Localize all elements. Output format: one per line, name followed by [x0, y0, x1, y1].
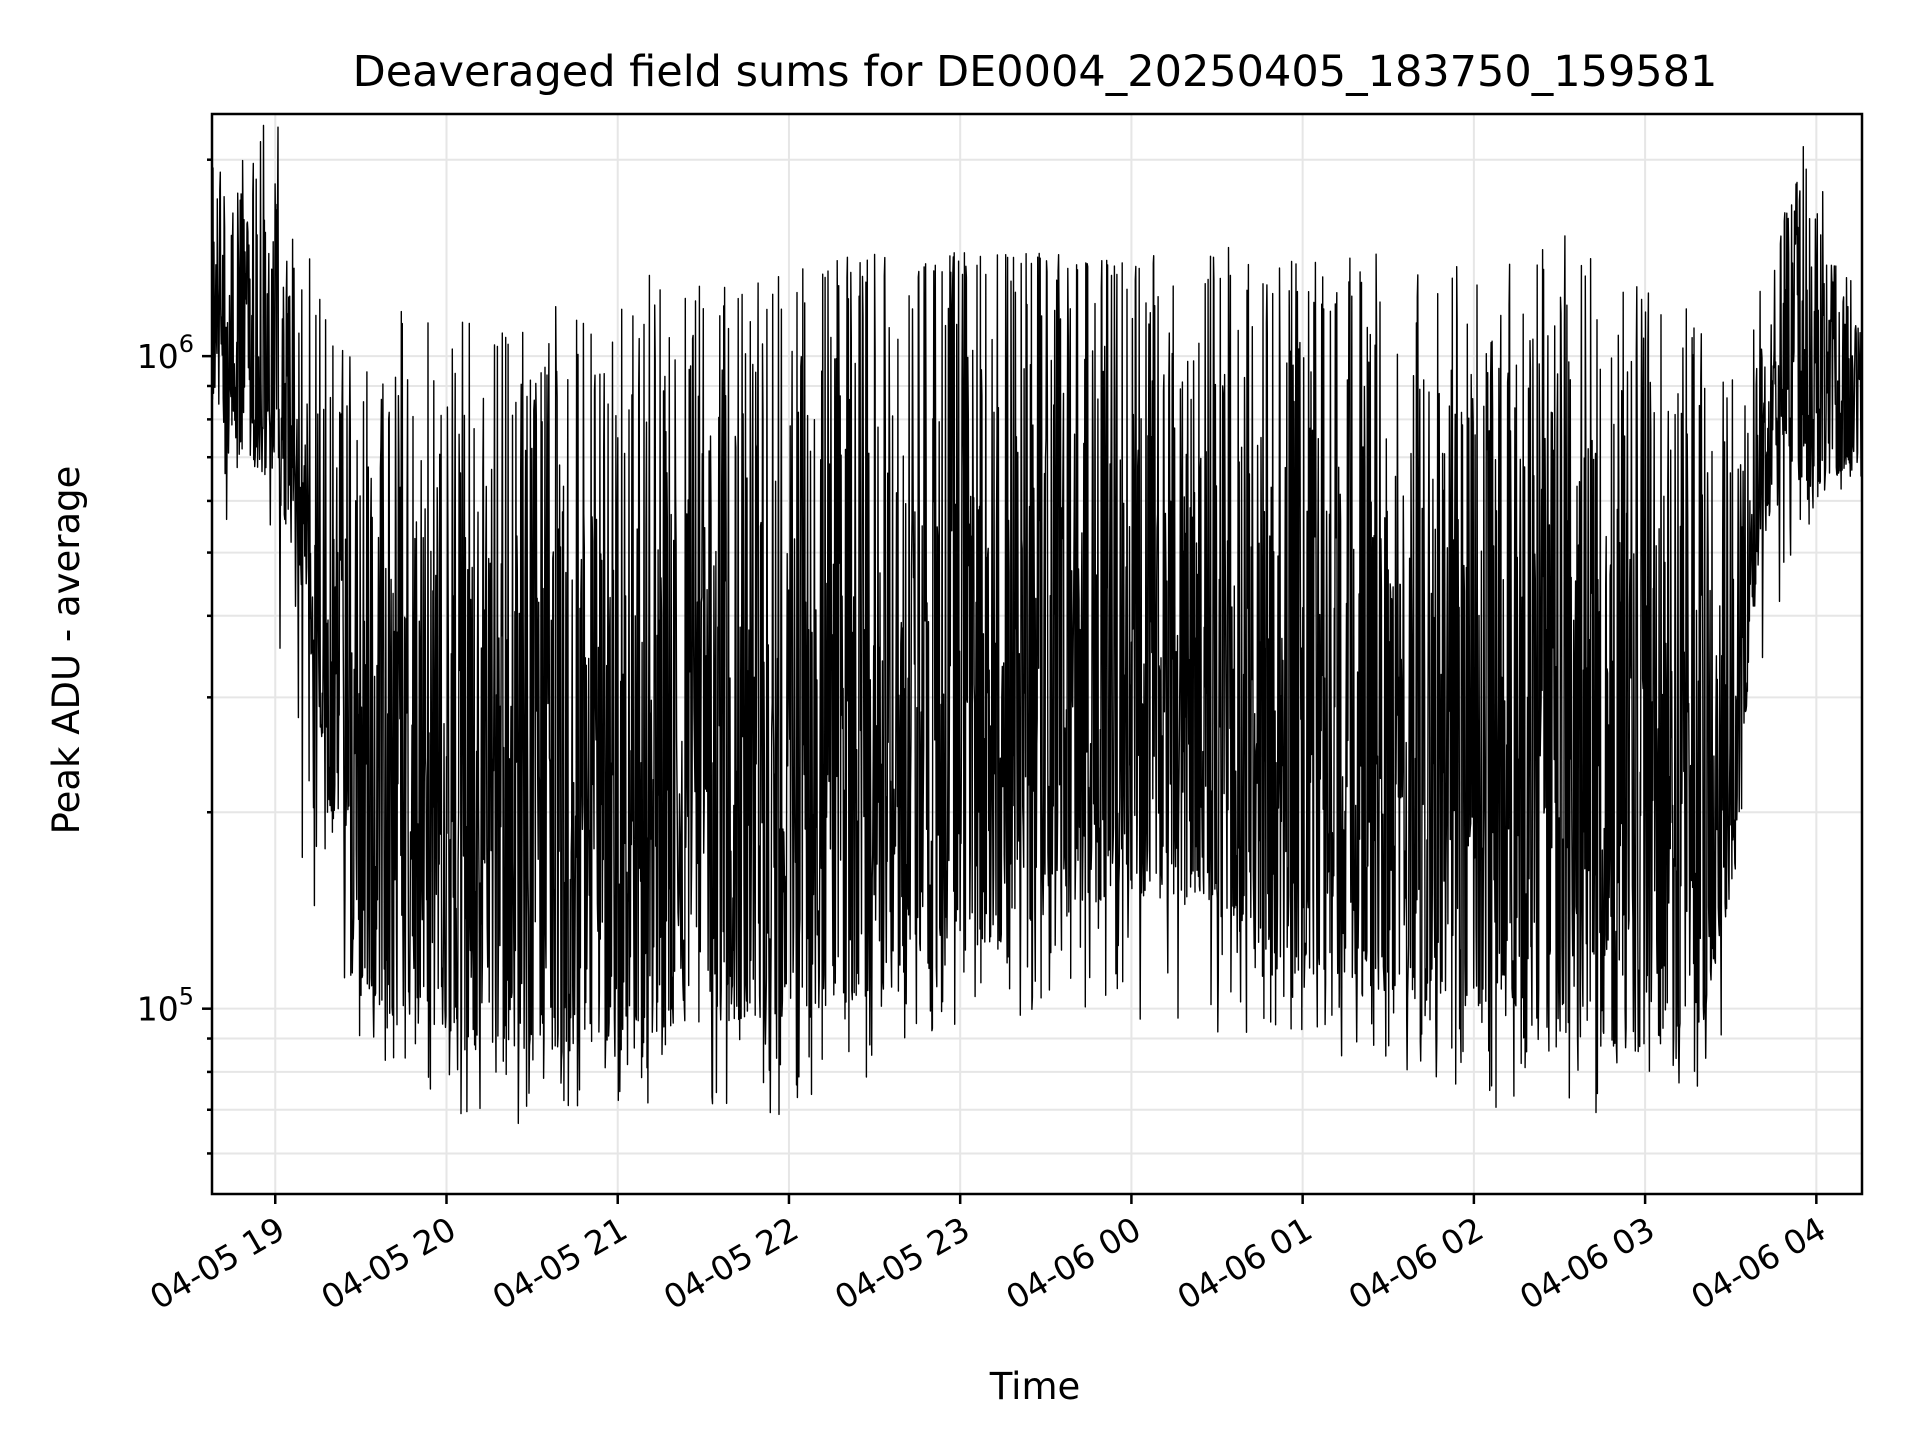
x-tick-label: 04-05 22	[657, 1209, 805, 1317]
y-axis-ticks: 105 106	[137, 160, 212, 1154]
chart-title: Deaveraged field sums for DE0004_2025040…	[353, 47, 1718, 97]
x-tick-label: 04-06 00	[999, 1209, 1147, 1317]
x-tick-label: 04-06 02	[1342, 1209, 1490, 1317]
x-tick-label: 04-05 20	[314, 1209, 462, 1317]
x-tick-label: 04-06 03	[1513, 1209, 1661, 1317]
y-axis-label: Peak ADU - average	[45, 466, 88, 835]
y-tick-label: 106	[137, 330, 194, 376]
series-line	[212, 126, 1862, 1124]
x-tick-label: 04-06 04	[1684, 1209, 1832, 1317]
x-axis-ticks: 04-05 19 04-05 20 04-05 21 04-05 22 04-05 23…	[143, 1194, 1832, 1317]
x-tick-label: 04-05 21	[486, 1209, 634, 1317]
x-tick-label: 04-05 19	[143, 1209, 291, 1317]
y-tick-label: 105	[137, 983, 194, 1029]
x-tick-label: 04-05 23	[828, 1209, 976, 1317]
series-line-layer	[212, 126, 1862, 1124]
x-tick-label: 04-06 01	[1171, 1209, 1319, 1317]
x-axis-label: Time	[989, 1365, 1081, 1408]
